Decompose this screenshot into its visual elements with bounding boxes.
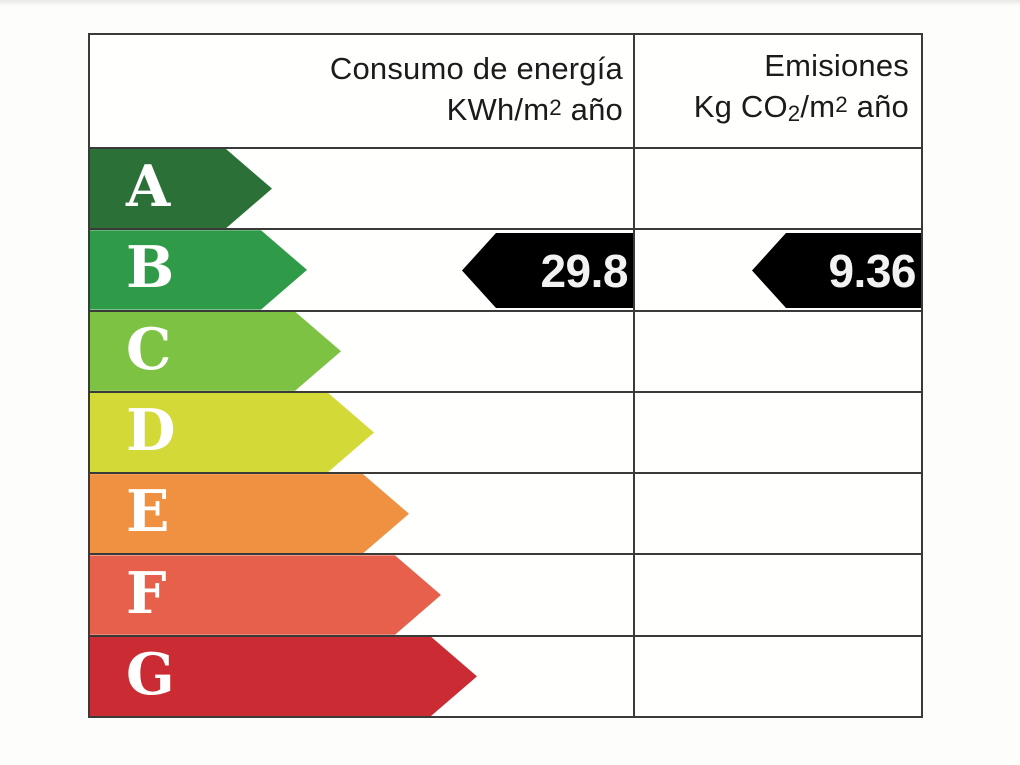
rating-band-e-arrow: E bbox=[90, 474, 409, 553]
consumption-column-header: Consumo de energía KWh/m2 año bbox=[90, 35, 635, 147]
rating-row-d: D bbox=[90, 393, 921, 475]
rating-letter-a: A bbox=[126, 153, 171, 221]
consumption-header-line2: KWh/m2 año bbox=[446, 91, 623, 127]
column-divider-line bbox=[633, 35, 635, 716]
rating-band-b-arrow: B bbox=[90, 230, 307, 309]
rating-table: Consumo de energía KWh/m2 año Emisiones … bbox=[88, 33, 923, 718]
rating-letter-b: B bbox=[126, 234, 175, 302]
rating-letter-f: F bbox=[126, 559, 167, 627]
consumption-value: 29.8 bbox=[540, 244, 628, 297]
rating-band-d-arrow: D bbox=[90, 393, 374, 472]
rating-band-c-arrow: C bbox=[90, 312, 341, 391]
rating-row-f: F bbox=[90, 555, 921, 637]
squared-exponent: 2 bbox=[549, 95, 562, 121]
rating-row-e: E bbox=[90, 474, 921, 556]
rating-letter-d: D bbox=[126, 396, 176, 464]
squared-exponent: 2 bbox=[835, 91, 848, 117]
rating-row-b: B bbox=[90, 230, 921, 312]
rating-grid: Consumo de energía KWh/m2 año Emisiones … bbox=[90, 35, 921, 716]
table-header: Consumo de energía KWh/m2 año Emisiones … bbox=[90, 35, 921, 149]
rating-letter-c: C bbox=[126, 315, 172, 383]
rating-letter-e: E bbox=[126, 478, 170, 546]
rating-row-a: A bbox=[90, 149, 921, 231]
rating-row-c: C bbox=[90, 312, 921, 393]
emissions-header-line2: Kg CO2/m2 año bbox=[693, 88, 909, 126]
emissions-header-line1: Emisiones bbox=[764, 47, 909, 83]
emissions-value-arrow: 9.36 bbox=[752, 233, 921, 308]
rating-row-g: G bbox=[90, 637, 921, 716]
co2-subscript: 2 bbox=[787, 100, 801, 126]
consumption-value-arrow: 29.8 bbox=[462, 233, 633, 308]
emissions-column-header: Emisiones Kg CO2/m2 año bbox=[635, 35, 921, 147]
emissions-value: 9.36 bbox=[828, 244, 916, 297]
rating-letter-g: G bbox=[126, 640, 175, 708]
scan-edge-artifact bbox=[0, 0, 1020, 6]
rating-band-f-arrow: F bbox=[90, 555, 441, 634]
rating-band-g-arrow: G bbox=[90, 637, 477, 716]
consumption-header-line1: Consumo de energía bbox=[329, 51, 623, 87]
rating-band-a-arrow: A bbox=[90, 149, 272, 228]
